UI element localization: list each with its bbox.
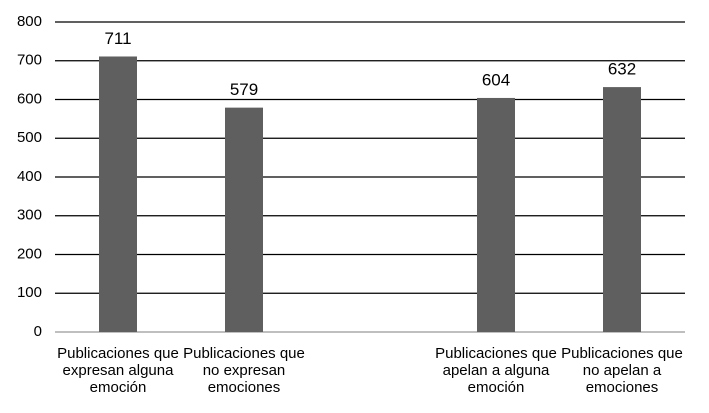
value-label: 711 [104,29,131,48]
y-tick-label: 700 [17,52,42,69]
value-label: 604 [482,70,510,89]
y-tick-label: 800 [17,13,42,30]
y-tick-label: 300 [17,207,42,224]
y-tick-label: 100 [17,284,42,301]
bar [603,87,641,332]
y-tick-label: 600 [17,90,42,107]
y-tick-label: 200 [17,245,42,262]
bar [477,97,515,332]
value-label: 632 [608,60,636,79]
x-tick-label: Publicaciones que no apelan a emociones [561,345,683,396]
y-tick-label: 0 [34,323,42,340]
value-label: 579 [230,80,258,99]
y-tick-label: 400 [17,168,42,185]
x-tick-label: Publicaciones que no expresan emociones [183,345,305,396]
bar [99,56,137,333]
bar [225,107,263,332]
y-tick-label: 500 [17,129,42,146]
x-tick-label: Publicaciones que apelan a alguna emoció… [435,345,557,396]
x-tick-label: Publicaciones que expresan alguna emoció… [57,345,179,396]
